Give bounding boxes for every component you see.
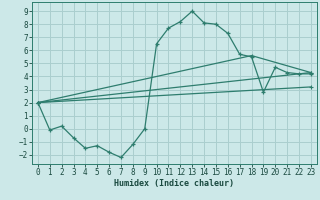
X-axis label: Humidex (Indice chaleur): Humidex (Indice chaleur) [115, 179, 234, 188]
